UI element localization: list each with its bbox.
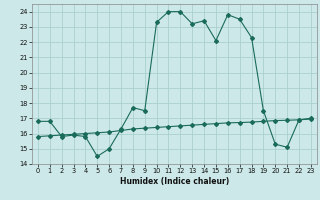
X-axis label: Humidex (Indice chaleur): Humidex (Indice chaleur) [120,177,229,186]
